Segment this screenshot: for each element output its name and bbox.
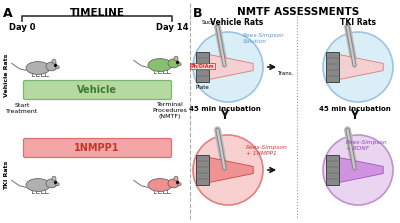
Text: Suct.: Suct. xyxy=(202,20,216,25)
Text: Day 14: Day 14 xyxy=(156,23,188,32)
Ellipse shape xyxy=(174,56,178,61)
Ellipse shape xyxy=(52,59,56,64)
Ellipse shape xyxy=(193,32,263,102)
Ellipse shape xyxy=(175,57,177,60)
Ellipse shape xyxy=(168,59,179,68)
Text: Rees-Simpson
+ BDNF: Rees-Simpson + BDNF xyxy=(346,140,388,151)
Polygon shape xyxy=(339,157,383,182)
FancyBboxPatch shape xyxy=(24,138,172,157)
Text: NMTF ASSESSMENTS: NMTF ASSESSMENTS xyxy=(237,7,359,17)
Text: Terminal
Procedures
(NMTF): Terminal Procedures (NMTF) xyxy=(152,102,188,119)
Ellipse shape xyxy=(52,176,56,181)
Ellipse shape xyxy=(26,179,50,191)
Text: TKI Rats: TKI Rats xyxy=(340,18,376,27)
Text: Rees-Simpson
+ 1NMPP1: Rees-Simpson + 1NMPP1 xyxy=(246,145,288,156)
Text: A: A xyxy=(3,7,13,20)
Text: 45 min incubation: 45 min incubation xyxy=(319,106,391,112)
Text: 45 min incubation: 45 min incubation xyxy=(189,106,261,112)
Ellipse shape xyxy=(323,135,393,205)
Ellipse shape xyxy=(175,177,177,180)
Ellipse shape xyxy=(46,62,57,71)
Text: Vehicle: Vehicle xyxy=(77,85,117,95)
Ellipse shape xyxy=(323,32,393,102)
Text: Vehicle Rats: Vehicle Rats xyxy=(210,18,264,27)
Polygon shape xyxy=(339,54,383,79)
Text: Start
Treatment: Start Treatment xyxy=(6,103,38,114)
Ellipse shape xyxy=(26,62,50,74)
Ellipse shape xyxy=(174,176,178,181)
Bar xyxy=(196,155,209,185)
Ellipse shape xyxy=(53,177,55,180)
Text: 1NMPP1: 1NMPP1 xyxy=(74,143,120,153)
Ellipse shape xyxy=(53,60,55,63)
Text: Trans.: Trans. xyxy=(277,71,293,76)
Ellipse shape xyxy=(177,183,181,186)
Ellipse shape xyxy=(193,135,263,205)
FancyBboxPatch shape xyxy=(24,81,172,99)
Bar xyxy=(196,52,209,82)
Ellipse shape xyxy=(46,179,57,188)
Polygon shape xyxy=(209,54,253,79)
Bar xyxy=(326,52,339,82)
Ellipse shape xyxy=(55,183,59,186)
Text: Plate: Plate xyxy=(196,85,209,90)
Text: Day 0: Day 0 xyxy=(9,23,35,32)
Text: Ph/DIAm: Ph/DIAm xyxy=(191,64,214,68)
Text: TIMELINE: TIMELINE xyxy=(70,8,124,18)
Ellipse shape xyxy=(148,59,172,71)
Text: Vehicle Rats: Vehicle Rats xyxy=(4,53,10,97)
Ellipse shape xyxy=(55,66,59,69)
Text: B: B xyxy=(193,7,202,20)
Ellipse shape xyxy=(177,63,181,66)
Ellipse shape xyxy=(148,179,172,191)
Polygon shape xyxy=(209,157,253,182)
Bar xyxy=(326,155,339,185)
Text: TKI Rats: TKI Rats xyxy=(4,160,10,190)
Text: Rees-Simpson
Solution: Rees-Simpson Solution xyxy=(243,33,285,44)
Ellipse shape xyxy=(168,179,179,188)
